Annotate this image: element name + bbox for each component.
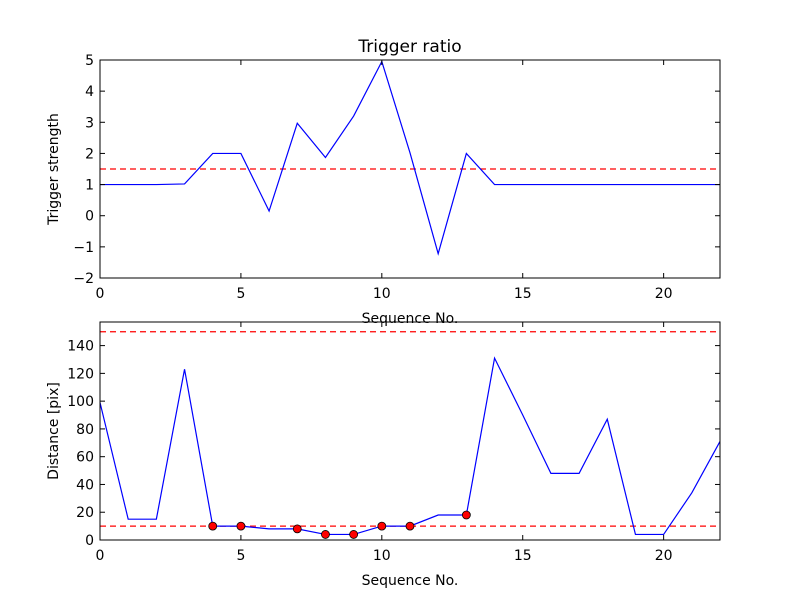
axes-frame: [99, 321, 721, 541]
x-tick-label: 0: [96, 286, 105, 302]
x-axis-label: Sequence No.: [362, 573, 459, 589]
y-tick-label: 3: [85, 115, 94, 131]
x-tick-label: 0: [96, 548, 105, 564]
x-tick-label: 20: [655, 286, 673, 302]
y-tick-label: 140: [67, 339, 94, 355]
data-point-marker: [208, 521, 218, 531]
y-tick-label: 1: [85, 178, 94, 194]
data-point-marker: [292, 524, 302, 534]
y-tick-label: 40: [76, 477, 94, 493]
y-tick-label: 100: [67, 394, 94, 410]
data-point-marker: [349, 530, 359, 539]
y-tick-label: −2: [73, 271, 94, 287]
y-tick-label: 4: [85, 84, 94, 100]
axes-frame: [99, 59, 721, 279]
y-tick-label: 20: [76, 505, 94, 521]
x-tick-label: 10: [373, 548, 391, 564]
data-point-marker: [461, 510, 471, 520]
data-point-marker: [377, 521, 387, 531]
y-axis-label: Trigger strength: [46, 113, 62, 226]
x-tick-label: 15: [514, 286, 532, 302]
data-point-marker: [236, 521, 246, 531]
series-line: [99, 356, 721, 536]
y-tick-label: −1: [73, 240, 94, 256]
y-tick-label: 0: [85, 533, 94, 549]
y-tick-label: 5: [85, 53, 94, 69]
chart-title: Trigger ratio: [357, 37, 461, 57]
data-point-marker: [405, 521, 415, 531]
y-tick-label: 2: [85, 146, 94, 162]
x-tick-label: 10: [373, 286, 391, 302]
x-tick-label: 20: [655, 548, 673, 564]
x-tick-label: 15: [514, 548, 532, 564]
series-line: [100, 59, 720, 256]
x-tick-label: 5: [236, 548, 245, 564]
y-axis-label: Distance [pix]: [46, 382, 62, 480]
data-point-marker: [321, 530, 330, 539]
y-tick-label: 120: [67, 366, 94, 382]
x-axis-label: Sequence No.: [362, 311, 459, 327]
y-tick-label: 60: [76, 450, 94, 466]
y-tick-label: 80: [76, 422, 94, 438]
y-tick-label: 0: [85, 209, 94, 225]
x-tick-label: 5: [236, 286, 245, 302]
